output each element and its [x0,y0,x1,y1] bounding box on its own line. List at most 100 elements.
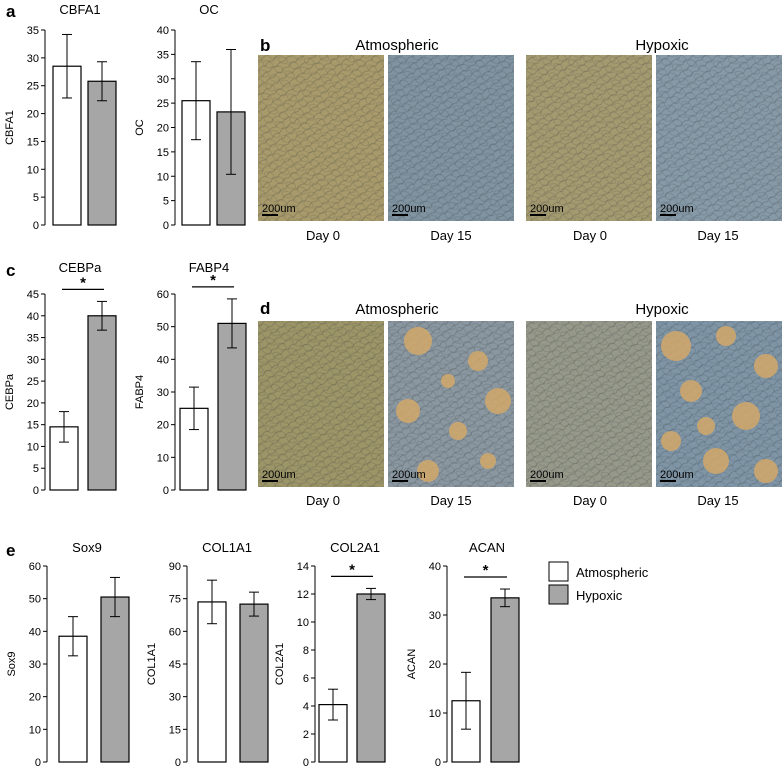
y-tick-label: 20 [429,659,441,671]
y-tick-label: 8 [303,645,309,657]
y-tick-label: 45 [169,659,181,671]
chart-col1a1: COL1A1 0 15 30 45 60 75 90 COL1A1 [146,540,269,768]
lipid-droplet [732,402,760,430]
y-tick-label: 15 [27,136,39,148]
y-axis-label: Sox9 [6,651,18,676]
lipid-droplet [404,327,432,355]
bar-hypoxic [87,315,117,491]
y-tick-label: 50 [157,322,169,334]
y-tick-label: 10 [29,724,41,736]
legend-swatch-atmospheric [548,561,569,582]
bar-charts: CBFA105101520253035CBFA1OC05101520253035… [4,2,520,768]
chart-title: ACAN [469,540,505,555]
significance-asterisk: * [349,561,355,578]
y-axis-label: OC [134,119,146,136]
legend-label-atmospheric: Atmospheric [576,565,649,580]
y-tick-label: 4 [303,701,309,713]
cell-texture [526,321,652,487]
y-tick-label: 20 [157,123,169,135]
micrographs: 200um 200um 200um 200um 200um 200um 200um 200um [258,55,782,487]
chart-title: COL2A1 [330,540,380,555]
y-tick-label: 14 [297,561,309,573]
y-axis-label: CBFA1 [4,110,16,145]
scale-bar-label: 200um [530,469,564,481]
y-tick-label: 30 [157,74,169,86]
y-tick-label: 25 [27,376,39,388]
micrograph-b-atmospheric-day0: 200um [258,55,384,221]
y-tick-label: 40 [157,25,169,37]
y-tick-label: 10 [157,452,169,464]
legend-swatch-hypoxic [548,584,569,605]
y-tick-label: 0 [175,757,181,768]
cell-texture [258,55,384,221]
scale-bar-label: 200um [392,203,426,215]
scale-bar-label: 200um [660,469,694,481]
lipid-droplet [485,388,511,414]
lipid-droplet [754,459,778,483]
chart-sox9: Sox9 0 10 20 30 40 50 60 Sox9 [6,540,130,768]
y-tick-label: 10 [429,708,441,720]
panel-label-a: a [6,2,16,21]
lipid-droplet [441,374,455,388]
y-tick-label: 12 [297,589,309,601]
scale-bar-label: 200um [262,203,296,215]
y-tick-label: 15 [169,724,181,736]
y-tick-label: 25 [27,81,39,93]
y-tick-label: 40 [157,354,169,366]
y-tick-label: 0 [163,485,169,497]
y-tick-label: 10 [297,617,309,629]
lipid-droplet [468,351,488,371]
condition-label-b-atmospheric: Atmospheric [355,37,439,54]
y-tick-label: 30 [169,692,181,704]
cell-texture [388,55,514,221]
chart-acan: ACAN 0 10 20 30 40 ACAN * [406,540,520,768]
chart-title: OC [199,2,219,17]
bar-hypoxic [217,322,247,491]
y-tick-label: 20 [157,420,169,432]
y-axis-label: CEBPa [4,373,16,410]
lipid-droplet [661,331,691,361]
micrograph-b-hypoxic-day15: 200um [656,55,782,221]
y-tick-label: 15 [27,420,39,432]
y-tick-label: 40 [429,561,441,573]
lipid-droplet [417,460,439,482]
condition-label-d-hypoxic: Hypoxic [635,301,689,318]
micrograph-b-atmospheric-day15: 200um [388,55,514,221]
bar-hypoxic [100,596,130,763]
significance-asterisk: * [483,562,489,579]
y-tick-label: 10 [27,164,39,176]
y-tick-label: 35 [27,25,39,37]
y-tick-label: 40 [27,311,39,323]
y-tick-label: 2 [303,729,309,741]
y-tick-label: 10 [157,171,169,183]
day-label: Day 15 [697,228,738,243]
y-axis-label: COL1A1 [146,643,158,685]
day-label: Day 0 [573,493,607,508]
lipid-droplet [716,326,736,346]
y-tick-label: 40 [29,626,41,638]
y-tick-label: 0 [35,757,41,768]
chart-cbfa1: CBFA1 0 5 10 15 20 25 30 35 CBFA1 [4,2,117,232]
y-tick-label: 15 [157,147,169,159]
bar-hypoxic [239,603,269,763]
chart-title: CBFA1 [59,2,100,17]
y-tick-label: 75 [169,594,181,606]
bar-atmospheric [197,601,227,763]
cell-texture [656,55,782,221]
y-tick-label: 0 [33,220,39,232]
y-tick-label: 5 [33,463,39,475]
significance-asterisk: * [80,274,86,291]
day-label: Day 0 [573,228,607,243]
y-tick-label: 10 [27,441,39,453]
y-tick-label: 50 [29,594,41,606]
lipid-droplet [480,453,496,469]
cell-texture [258,321,384,487]
y-axis-label: FABP4 [134,375,146,409]
y-axis-label: ACAN [406,649,418,680]
bar-hypoxic [356,593,386,763]
scale-bar-label: 200um [392,469,426,481]
lipid-droplet [703,448,729,474]
y-tick-label: 30 [29,659,41,671]
